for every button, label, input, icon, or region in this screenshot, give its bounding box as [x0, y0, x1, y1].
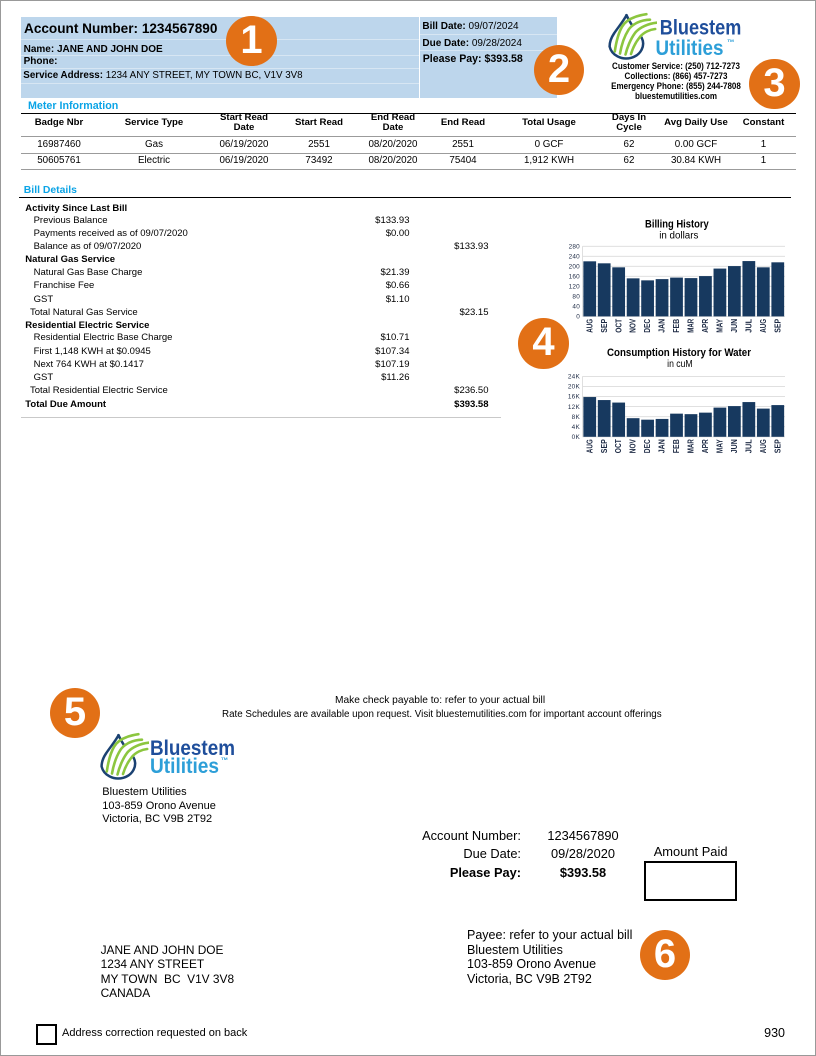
svg-text:™: ™	[221, 756, 229, 765]
svg-text:™: ™	[727, 38, 735, 47]
svg-text:Utilities: Utilities	[656, 36, 724, 60]
svg-text:JAN: JAN	[658, 318, 667, 332]
svg-text:SEP: SEP	[600, 319, 609, 333]
svg-text:240: 240	[569, 254, 581, 261]
svg-text:16K: 16K	[568, 394, 581, 401]
svg-text:JUL: JUL	[744, 439, 753, 453]
svg-text:Bluestem: Bluestem	[660, 16, 742, 40]
svg-text:JUN: JUN	[730, 318, 739, 332]
svg-text:160: 160	[569, 274, 581, 281]
svg-text:24K: 24K	[568, 374, 581, 381]
svg-text:MAR: MAR	[687, 319, 696, 333]
svg-text:200: 200	[569, 264, 581, 271]
svg-text:MAY: MAY	[716, 439, 725, 454]
svg-text:Utilities: Utilities	[150, 754, 219, 778]
svg-text:DEC: DEC	[643, 318, 652, 332]
svg-text:JUL: JUL	[744, 319, 753, 333]
svg-text:AUG: AUG	[759, 319, 768, 333]
svg-text:SEP: SEP	[773, 439, 782, 453]
svg-text:MAY: MAY	[716, 318, 725, 333]
svg-text:12K: 12K	[568, 404, 581, 411]
svg-text:OCT: OCT	[614, 439, 623, 453]
svg-text:Bluestem: Bluestem	[150, 736, 235, 760]
svg-text:20K: 20K	[568, 384, 581, 391]
svg-text:SEP: SEP	[773, 319, 782, 333]
svg-text:AUG: AUG	[585, 439, 594, 453]
svg-text:JUN: JUN	[730, 439, 739, 453]
svg-text:8K: 8K	[572, 414, 581, 421]
svg-text:Consumption History for Water: Consumption History for Water	[607, 347, 752, 359]
svg-text:in dollars: in dollars	[659, 230, 698, 241]
svg-text:NOV: NOV	[629, 439, 638, 454]
svg-text:APR: APR	[701, 318, 710, 332]
svg-text:MAR: MAR	[687, 439, 696, 453]
svg-text:0: 0	[576, 314, 580, 321]
svg-text:JAN: JAN	[658, 439, 667, 453]
svg-text:40: 40	[572, 304, 580, 311]
svg-text:FEB: FEB	[672, 439, 681, 453]
svg-text:AUG: AUG	[759, 439, 768, 453]
svg-text:280: 280	[569, 244, 581, 251]
svg-text:APR: APR	[701, 439, 710, 453]
svg-text:Billing History: Billing History	[645, 218, 709, 230]
svg-text:0K: 0K	[572, 434, 581, 441]
svg-text:AUG: AUG	[585, 319, 594, 333]
svg-text:NOV: NOV	[629, 318, 638, 333]
svg-text:DEC: DEC	[643, 439, 652, 453]
svg-text:SEP: SEP	[600, 439, 609, 453]
svg-text:in cuM: in cuM	[667, 359, 693, 370]
svg-text:OCT: OCT	[614, 319, 623, 333]
svg-text:120: 120	[569, 284, 581, 291]
svg-text:4K: 4K	[572, 424, 581, 431]
svg-text:80: 80	[572, 294, 580, 301]
svg-text:FEB: FEB	[672, 318, 681, 332]
